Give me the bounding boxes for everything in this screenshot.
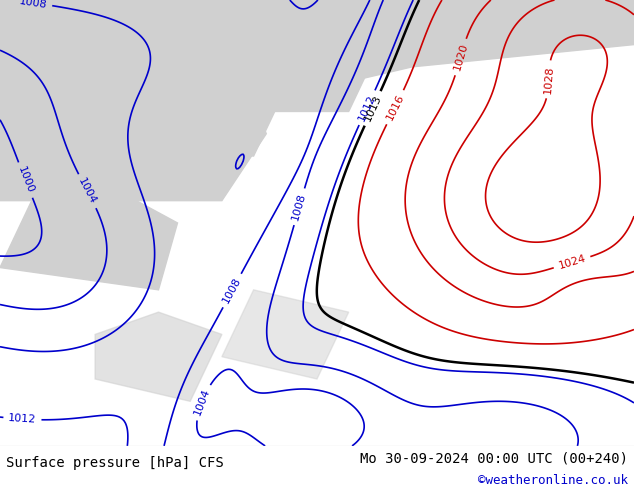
Polygon shape (95, 312, 222, 401)
Text: 1008: 1008 (221, 276, 243, 305)
Text: 1013: 1013 (362, 94, 383, 123)
Text: 1004: 1004 (192, 387, 212, 417)
Text: 1012: 1012 (357, 93, 377, 122)
Text: Mo 30-09-2024 00:00 UTC (00+240): Mo 30-09-2024 00:00 UTC (00+240) (359, 451, 628, 465)
Polygon shape (0, 0, 285, 156)
Text: 1016: 1016 (384, 93, 406, 122)
Text: 1012: 1012 (8, 413, 37, 425)
Text: 1004: 1004 (77, 176, 98, 206)
Text: 1024: 1024 (557, 253, 587, 271)
Text: 1008: 1008 (290, 192, 308, 221)
Text: Surface pressure [hPa] CFS: Surface pressure [hPa] CFS (6, 456, 224, 469)
Text: 1000: 1000 (16, 165, 36, 195)
Text: 1008: 1008 (19, 0, 48, 10)
Polygon shape (0, 0, 266, 201)
Polygon shape (190, 0, 380, 112)
Polygon shape (0, 178, 178, 290)
Polygon shape (0, 0, 634, 89)
Text: 1020: 1020 (452, 42, 469, 72)
Text: 1028: 1028 (542, 65, 555, 94)
Polygon shape (222, 290, 349, 379)
Text: ©weatheronline.co.uk: ©weatheronline.co.uk (477, 474, 628, 487)
